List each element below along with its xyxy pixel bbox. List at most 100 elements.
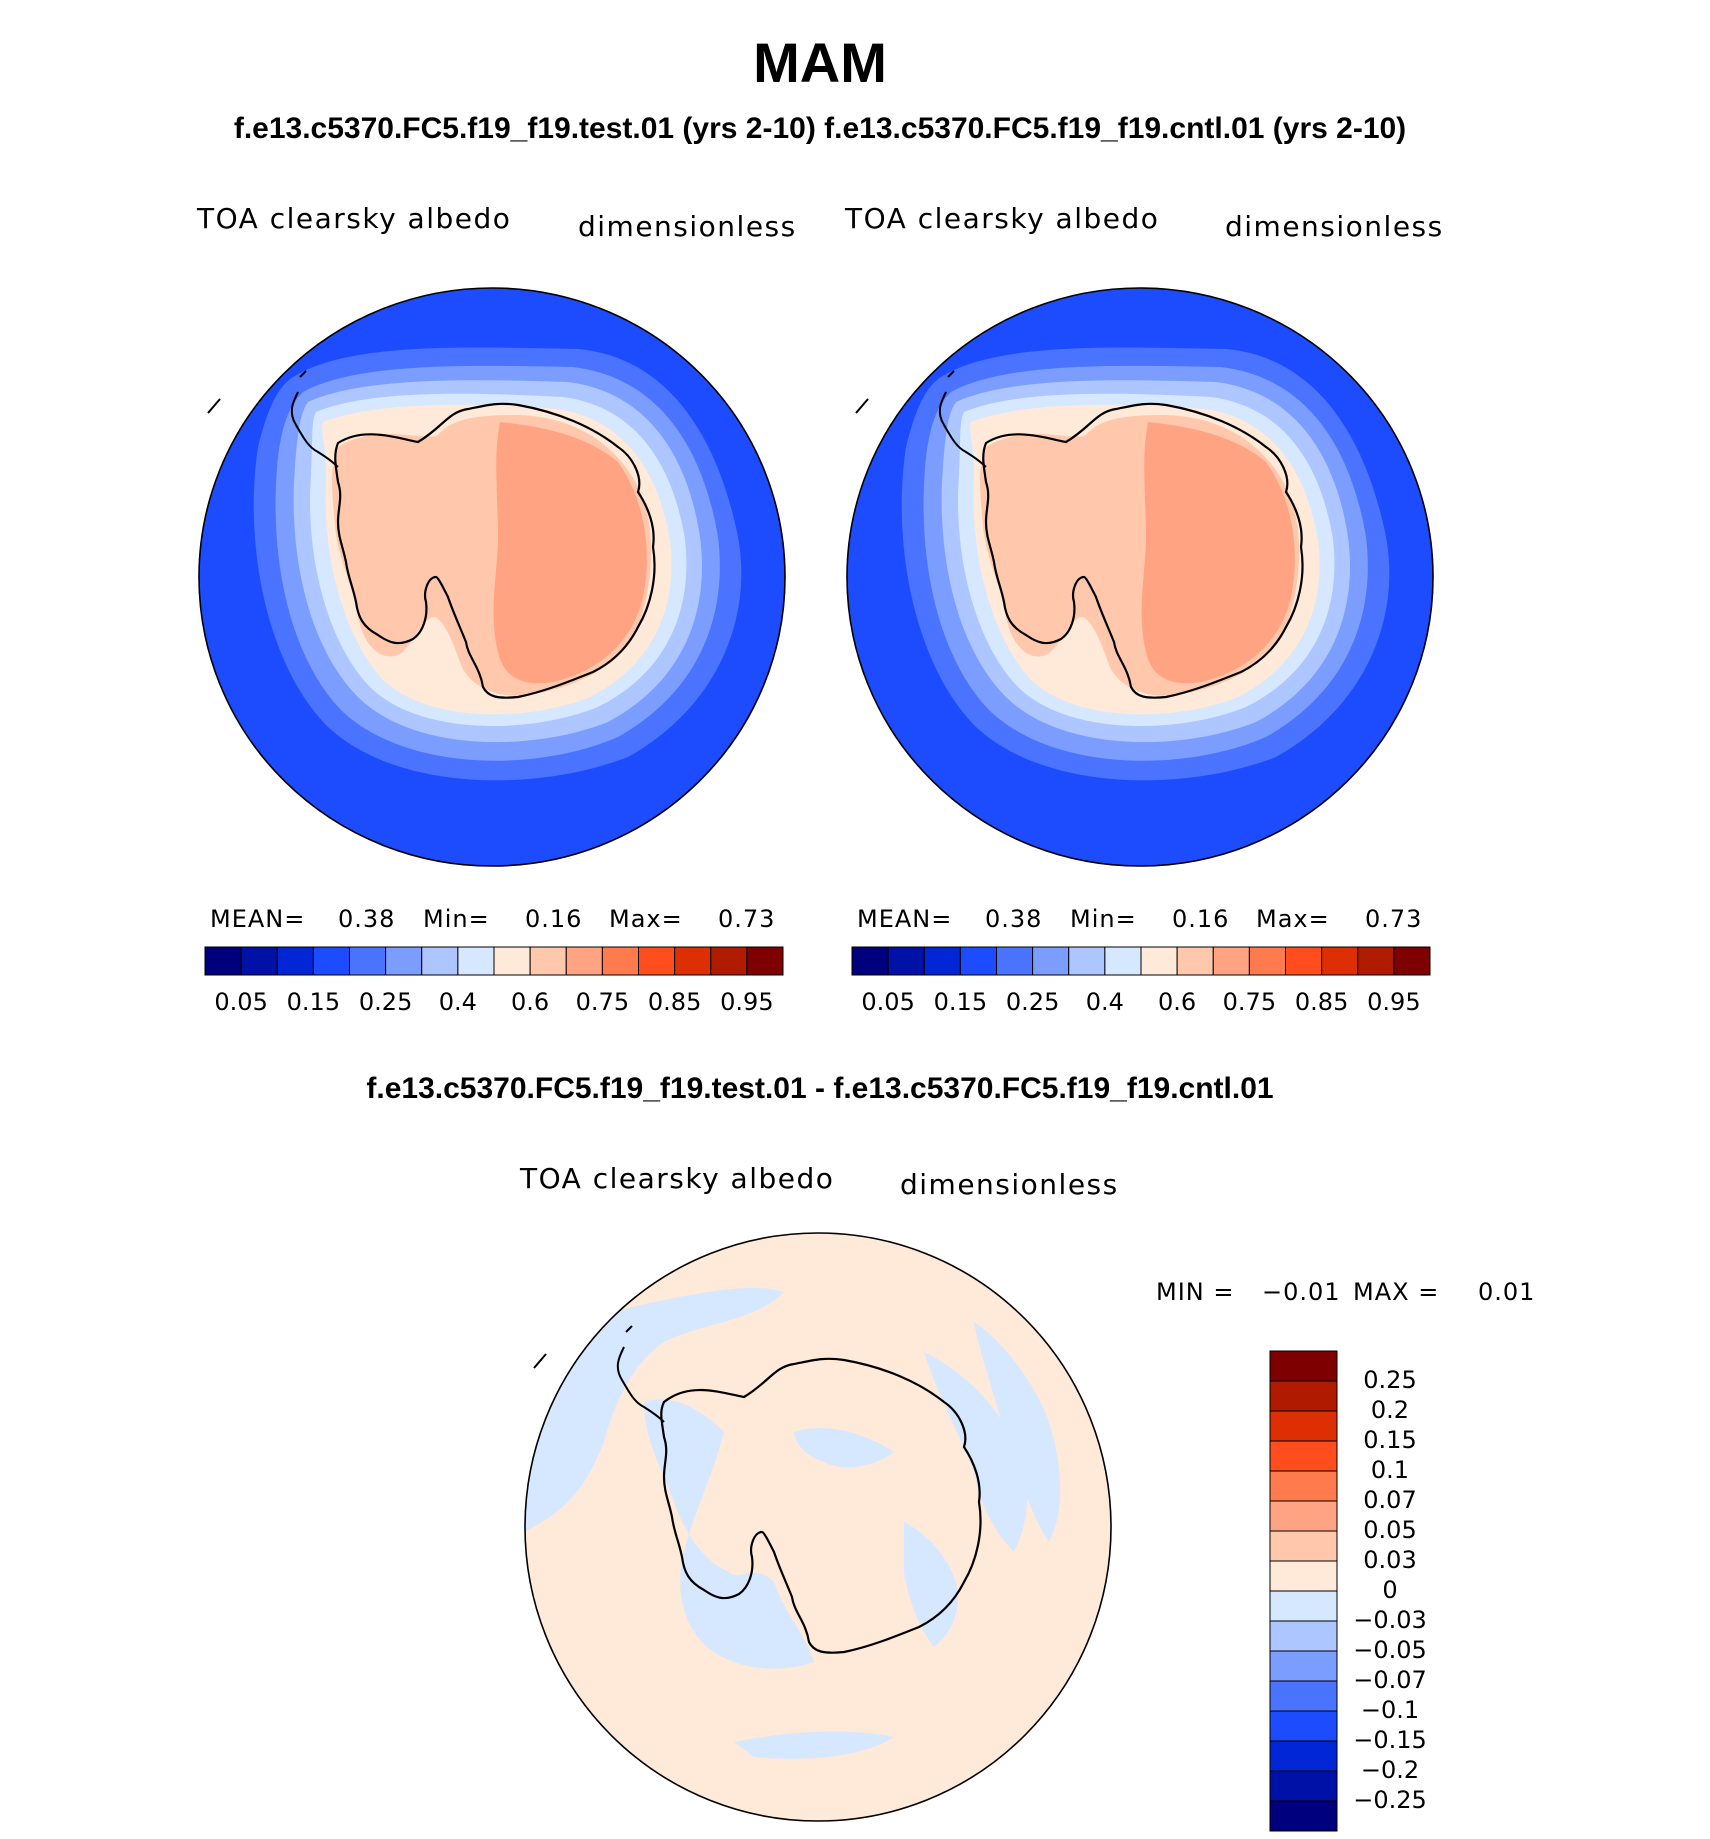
panel2-colorbar-swatch — [1104, 946, 1142, 976]
panel2-colorbar-swatch — [1176, 946, 1214, 976]
panel1-colorbar-tick-label: 0.6 — [511, 988, 550, 1016]
panel1-colorbar-swatch — [312, 946, 350, 976]
panel1-colorbar-tick-label: 0.05 — [214, 988, 268, 1016]
panel2-min-label: Min= — [1070, 905, 1137, 933]
panel2-colorbar-swatch — [1393, 946, 1431, 976]
difference-colorbar-swatch — [1269, 1500, 1338, 1532]
main-title: MAM — [753, 31, 887, 94]
panel1-colorbar-tick-label: 0.25 — [358, 988, 413, 1016]
difference-variable-label: TOA clearsky albedo — [520, 1162, 835, 1195]
panel2-colorbar-tick-label: 0.25 — [1005, 988, 1060, 1016]
difference-colorbar-tick-label: −0.07 — [1353, 1666, 1427, 1694]
panel1-colorbar-swatch — [710, 946, 748, 976]
panel1-colorbar-swatch — [204, 946, 242, 976]
panel1-max-value: 0.73 — [718, 905, 776, 933]
panel1-colorbar-tick-label: 0.75 — [575, 988, 630, 1016]
difference-colorbar-tick-label: 0.03 — [1363, 1546, 1417, 1574]
panel1-colorbar-tick-label: 0.4 — [438, 988, 477, 1016]
difference-colorbar-tick-label: −0.1 — [1360, 1696, 1420, 1724]
difference-colorbar-swatch — [1269, 1800, 1338, 1832]
panel2-colorbar-swatch — [1212, 946, 1250, 976]
panel2-colorbar-swatch — [959, 946, 997, 976]
panel1-colorbar-swatch — [746, 946, 784, 976]
panel2-colorbar-tick-label: 0.85 — [1294, 988, 1349, 1016]
panel1-colorbar-tick-label: 0.95 — [720, 988, 774, 1016]
difference-colorbar-tick-label: 0.15 — [1363, 1426, 1417, 1454]
panel2-colorbar-tick-label: 0.6 — [1158, 988, 1197, 1016]
panel2-max-value: 0.73 — [1365, 905, 1423, 933]
difference-colorbar-tick-label: 0.1 — [1370, 1456, 1410, 1484]
panel2-colorbar-swatch — [1285, 946, 1323, 976]
panel1-max-label: Max= — [609, 905, 683, 933]
panel2-map — [846, 287, 1434, 867]
panel2-colorbar-tick-label: 0.4 — [1085, 988, 1124, 1016]
difference-map — [524, 1232, 1112, 1822]
panel2-colorbar-swatch — [996, 946, 1034, 976]
panel2-colorbar — [851, 946, 1431, 976]
difference-colorbar-tick-label: −0.15 — [1353, 1726, 1427, 1754]
difference-colorbar-swatch — [1269, 1560, 1338, 1592]
difference-colorbar-ticks: 0.25 0.2 0.15 0.1 0.07 0.05 0.03 0 −0.03 −0.05 −0.… — [1345, 1351, 1465, 1831]
difference-colorbar-tick-label: 0.07 — [1363, 1486, 1417, 1514]
panel1-colorbar-swatch — [565, 946, 603, 976]
difference-title: f.e13.c5370.FC5.f19_f19.test.01 - f.e13.… — [366, 1072, 1274, 1105]
panel1-variable-label: TOA clearsky albedo — [197, 202, 512, 235]
panel1-colorbar-tick-label: 0.15 — [286, 988, 341, 1016]
panel1-colorbar-swatch — [529, 946, 567, 976]
difference-max-value: 0.01 — [1478, 1278, 1536, 1306]
difference-colorbar-swatch — [1269, 1590, 1338, 1622]
panel2-colorbar-swatch — [1321, 946, 1359, 976]
difference-colorbar-tick-label: 0.05 — [1363, 1516, 1417, 1544]
difference-units-label: dimensionless — [900, 1168, 1119, 1201]
panel2-colorbar-swatch — [1068, 946, 1106, 976]
panel1-map — [198, 287, 786, 867]
difference-colorbar-swatch — [1269, 1530, 1338, 1562]
panel2-min-value: 0.16 — [1172, 905, 1230, 933]
difference-colorbar-swatch — [1269, 1440, 1338, 1472]
difference-colorbar-swatch — [1269, 1680, 1338, 1712]
difference-colorbar-tick-label: 0 — [1382, 1576, 1398, 1604]
panel2-colorbar-swatch — [887, 946, 925, 976]
panel2-colorbar-swatch — [1357, 946, 1395, 976]
panel2-colorbar-tick-label: 0.75 — [1222, 988, 1277, 1016]
panel2-colorbar-tick-label: 0.95 — [1367, 988, 1421, 1016]
panel1-colorbar-swatch — [276, 946, 314, 976]
difference-colorbar-swatch — [1269, 1650, 1338, 1682]
difference-colorbar-swatch — [1269, 1620, 1338, 1652]
panel1-colorbar-swatch — [349, 946, 387, 976]
panel1-colorbar-swatch — [493, 946, 531, 976]
panel1-colorbar-swatch — [240, 946, 278, 976]
difference-colorbar-swatch — [1269, 1380, 1338, 1412]
difference-colorbar-tick-label: −0.2 — [1360, 1756, 1420, 1784]
difference-colorbar-swatch — [1269, 1470, 1338, 1502]
panel2-colorbar-tick-label: 0.05 — [861, 988, 915, 1016]
panel1-units-label: dimensionless — [578, 210, 797, 243]
panel2-colorbar-swatch — [1140, 946, 1178, 976]
panel1-mean-value: 0.38 — [338, 905, 396, 933]
difference-colorbar-tick-label: 0.2 — [1370, 1396, 1410, 1424]
panel1-colorbar-swatch — [421, 946, 459, 976]
panel2-mean-value: 0.38 — [985, 905, 1043, 933]
difference-colorbar-swatch — [1269, 1350, 1338, 1382]
panel2-variable-label: TOA clearsky albedo — [845, 202, 1160, 235]
panel2-colorbar-swatch — [923, 946, 961, 976]
panel1-colorbar-swatch — [385, 946, 423, 976]
difference-colorbar-tick-label: −0.25 — [1353, 1786, 1427, 1814]
panel2-max-label: Max= — [1256, 905, 1330, 933]
panel1-colorbar-swatch — [601, 946, 639, 976]
difference-colorbar-swatch — [1269, 1740, 1338, 1772]
panel2-colorbar-swatch — [1248, 946, 1286, 976]
panel1-mean-label: MEAN= — [210, 905, 306, 933]
difference-min-value: −0.01 — [1262, 1278, 1341, 1306]
panel2-mean-label: MEAN= — [857, 905, 953, 933]
difference-min-label: MIN = — [1156, 1278, 1235, 1306]
difference-colorbar-tick-label: −0.03 — [1353, 1606, 1427, 1634]
panel2-colorbar-swatch — [851, 946, 889, 976]
difference-colorbar-swatch — [1269, 1410, 1338, 1442]
difference-colorbar — [1269, 1350, 1338, 1832]
panel1-min-value: 0.16 — [525, 905, 583, 933]
difference-max-label: MAX = — [1353, 1278, 1440, 1306]
panel2-colorbar-swatch — [1032, 946, 1070, 976]
difference-colorbar-tick-label: 0.25 — [1363, 1366, 1417, 1394]
panel1-colorbar — [204, 946, 784, 976]
